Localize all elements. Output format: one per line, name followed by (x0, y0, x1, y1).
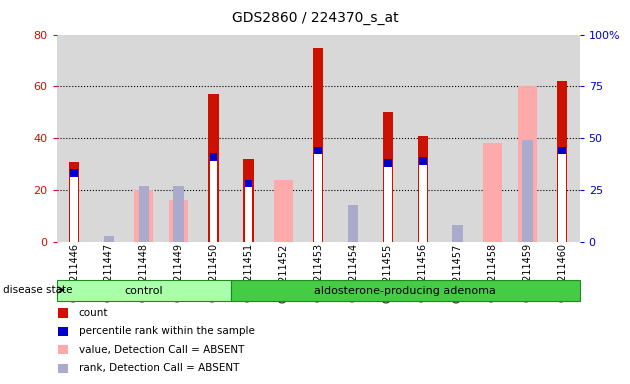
Bar (58, 308, 68, 318)
Bar (231, 280, 580, 301)
Bar (314, 147, 322, 242)
Text: disease state: disease state (3, 285, 72, 295)
Bar (169, 200, 188, 242)
Text: GDS2860 / 224370_s_at: GDS2860 / 224370_s_at (232, 11, 398, 25)
Bar (71, 169, 78, 242)
Bar (475, 35, 510, 242)
Bar (545, 35, 580, 242)
Bar (558, 154, 566, 242)
Bar (314, 154, 322, 242)
Bar (69, 162, 79, 242)
Bar (58, 345, 68, 354)
Bar (336, 35, 370, 242)
Bar (244, 180, 252, 242)
Text: aldosterone-producing adenoma: aldosterone-producing adenoma (314, 286, 496, 296)
Bar (518, 86, 537, 242)
Bar (134, 190, 154, 242)
Bar (301, 35, 336, 242)
Bar (382, 113, 393, 242)
Bar (483, 144, 502, 242)
Bar (91, 35, 127, 242)
Text: percentile rank within the sample: percentile rank within the sample (79, 326, 255, 336)
Text: value, Detection Call = ABSENT: value, Detection Call = ABSENT (79, 345, 244, 355)
Bar (139, 186, 149, 242)
Bar (452, 225, 463, 242)
Bar (210, 153, 217, 242)
Bar (161, 35, 196, 242)
Bar (209, 94, 219, 242)
Bar (127, 35, 161, 242)
Text: control: control (125, 286, 163, 296)
Bar (57, 35, 91, 242)
Text: rank, Detection Call = ABSENT: rank, Detection Call = ABSENT (79, 363, 239, 373)
Bar (557, 81, 568, 242)
Bar (196, 35, 231, 242)
Bar (419, 157, 427, 242)
Bar (243, 190, 254, 242)
Bar (210, 161, 217, 242)
Bar (370, 35, 405, 242)
Bar (58, 364, 68, 373)
Bar (384, 167, 392, 242)
Bar (405, 35, 440, 242)
Bar (173, 186, 184, 242)
Bar (510, 35, 545, 242)
Bar (419, 165, 427, 242)
Bar (58, 327, 68, 336)
Bar (348, 205, 358, 242)
Bar (273, 180, 293, 242)
Bar (522, 140, 532, 242)
Bar (384, 159, 392, 242)
Bar (104, 236, 114, 242)
Bar (266, 35, 301, 242)
Bar (558, 147, 566, 242)
Bar (243, 159, 254, 242)
Bar (231, 35, 266, 242)
Bar (71, 177, 78, 242)
Text: count: count (79, 308, 108, 318)
Bar (313, 48, 323, 242)
Bar (57, 280, 231, 301)
Bar (440, 35, 475, 242)
Bar (418, 136, 428, 242)
Bar (244, 187, 252, 242)
